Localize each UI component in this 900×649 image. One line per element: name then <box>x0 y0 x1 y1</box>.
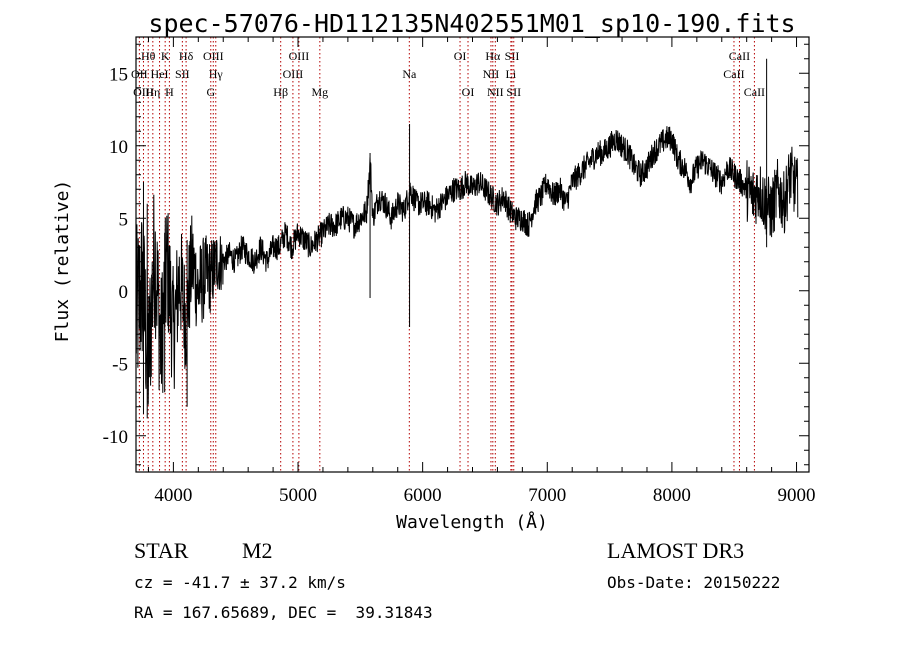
line-marker-label: HeI <box>151 67 169 81</box>
line-marker-label: Hγ <box>209 67 224 81</box>
line-marker-label: OIII <box>203 49 224 63</box>
line-marker-label: CaII <box>729 49 750 63</box>
object-subclass: M2 <box>242 538 273 563</box>
x-tick-label: 8000 <box>653 485 691 506</box>
line-marker-label: OIII <box>283 67 304 81</box>
plot-frame <box>135 36 810 473</box>
line-marker-label: K <box>161 49 170 63</box>
coordinates: RA = 167.65689, DEC = 39.31843 <box>134 603 433 622</box>
x-axis-ticks: 4000 5000 6000 7000 8000 9000 <box>147 37 816 506</box>
line-marker-label: OI <box>454 49 467 63</box>
line-marker-label: G <box>206 85 215 99</box>
line-marker-label: SII <box>506 85 521 99</box>
line-marker-label: Hθ <box>141 49 156 63</box>
line-marker-label: Hη <box>145 85 160 99</box>
line-marker-label: SII <box>505 49 520 63</box>
spectrum-series <box>135 58 799 419</box>
line-marker-label: SII <box>175 67 190 81</box>
line-marker-label: NII <box>487 85 504 99</box>
x-tick-label: 7000 <box>528 485 566 506</box>
y-axis-ticks: -10 -5 0 5 10 15 <box>103 43 809 466</box>
y-tick-label: -10 <box>103 427 128 448</box>
line-marker-label: Mg <box>311 85 328 99</box>
redshift-cz: cz = -41.7 ± 37.2 km/s <box>134 573 346 592</box>
line-marker-label: CaII <box>723 67 744 81</box>
line-marker-label: CaII <box>744 85 765 99</box>
y-tick-label: -5 <box>112 354 128 375</box>
line-marker-label: Hδ <box>179 49 194 63</box>
y-tick-label: 0 <box>119 282 129 303</box>
line-marker-label: Na <box>402 67 417 81</box>
y-tick-label: 15 <box>109 64 128 85</box>
line-marker-label: Hβ <box>273 85 288 99</box>
y-tick-label: 5 <box>119 209 129 230</box>
x-tick-label: 5000 <box>279 485 317 506</box>
x-tick-label: 6000 <box>404 485 442 506</box>
line-marker-label: Hα <box>485 49 501 63</box>
observation-date: Obs-Date: 20150222 <box>607 573 781 592</box>
y-tick-label: 10 <box>109 137 128 158</box>
line-marker-label: H <box>165 85 174 99</box>
spectrum-line <box>135 126 799 405</box>
x-tick-label: 9000 <box>778 485 816 506</box>
line-marker-label: OIII <box>133 85 154 99</box>
y-axis-label: Flux (relative) <box>52 180 73 343</box>
object-type: STAR <box>134 538 189 563</box>
x-tick-label: 4000 <box>154 485 192 506</box>
line-marker-label: OII <box>131 67 148 81</box>
line-marker-label: Li <box>506 67 517 81</box>
chart-title: spec-57076-HD112135N402551M01_sp10-190.f… <box>148 9 795 38</box>
line-marker-label: OI <box>462 85 475 99</box>
line-marker-label: OIII <box>289 49 310 63</box>
x-axis-label: Wavelength (Å) <box>396 511 548 533</box>
line-marker-label: NII <box>483 67 500 81</box>
survey-name: LAMOST DR3 <box>607 538 745 563</box>
